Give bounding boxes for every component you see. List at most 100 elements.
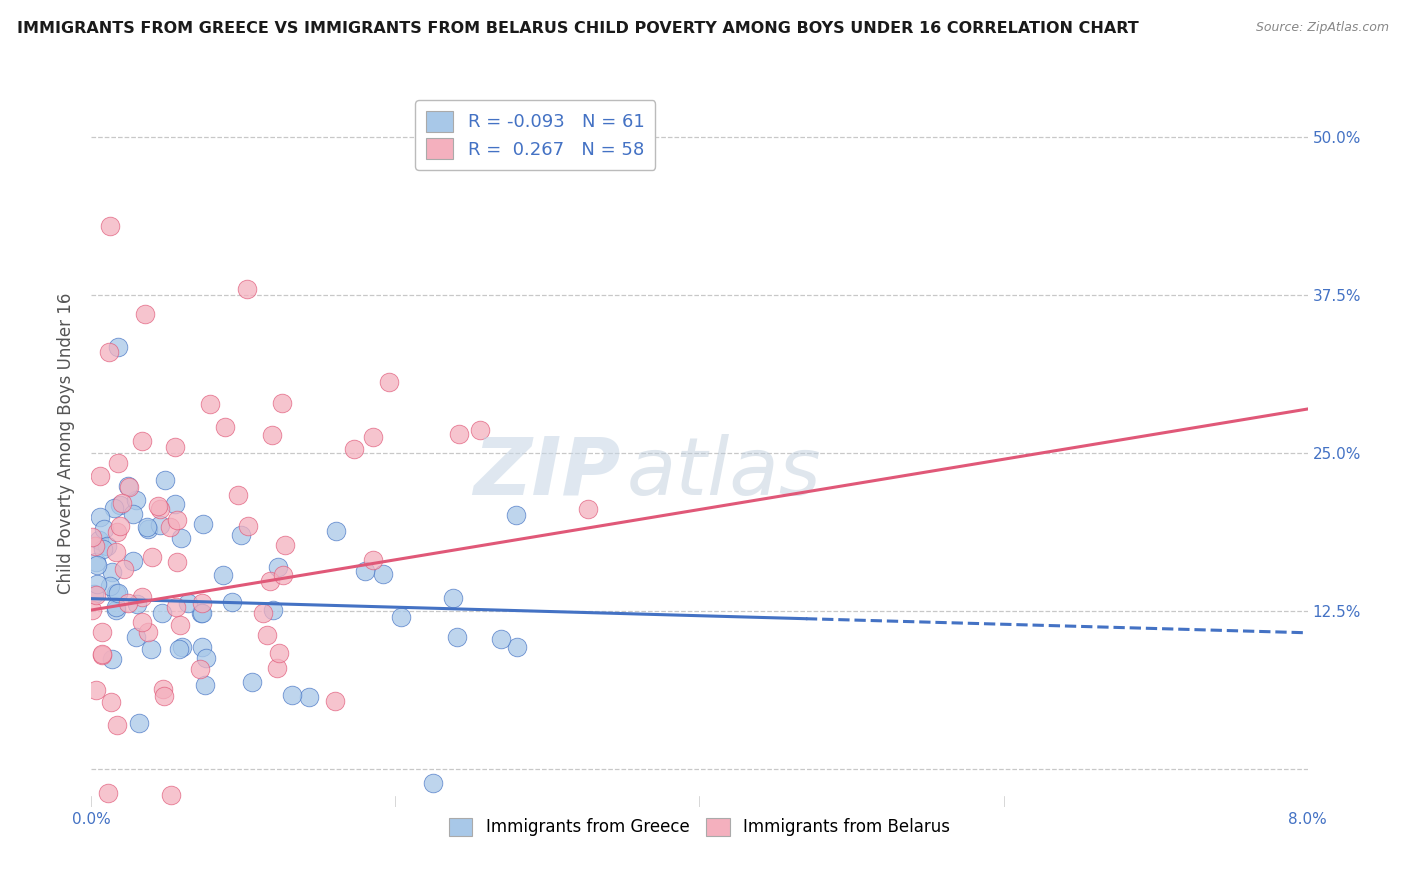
Point bbox=[361, 552, 384, 566]
Point bbox=[138, 522, 160, 536]
Point bbox=[195, 651, 218, 665]
Point bbox=[82, 603, 104, 617]
Point bbox=[422, 776, 444, 790]
Point bbox=[468, 423, 491, 437]
Point bbox=[152, 681, 174, 696]
Text: atlas: atlas bbox=[627, 434, 821, 512]
Point bbox=[266, 661, 288, 675]
Text: Source: ZipAtlas.com: Source: ZipAtlas.com bbox=[1256, 21, 1389, 34]
Point bbox=[84, 555, 107, 569]
Point bbox=[252, 606, 274, 620]
Point bbox=[149, 502, 172, 516]
Point bbox=[118, 480, 141, 494]
Point bbox=[96, 539, 118, 553]
Point bbox=[325, 524, 347, 539]
Point bbox=[141, 641, 163, 656]
Point bbox=[240, 675, 263, 690]
Point bbox=[378, 375, 401, 389]
Point bbox=[256, 628, 278, 642]
Point bbox=[100, 695, 122, 709]
Point bbox=[267, 559, 290, 574]
Point bbox=[100, 219, 122, 233]
Point bbox=[153, 689, 176, 703]
Point bbox=[105, 525, 128, 540]
Point bbox=[259, 574, 281, 588]
Point bbox=[163, 497, 186, 511]
Point bbox=[91, 648, 114, 662]
Point bbox=[117, 479, 139, 493]
Point bbox=[105, 599, 128, 614]
Point bbox=[262, 603, 284, 617]
Point bbox=[107, 457, 129, 471]
Point bbox=[260, 427, 283, 442]
Point bbox=[221, 595, 243, 609]
Point bbox=[505, 508, 527, 522]
Point bbox=[446, 631, 468, 645]
Point bbox=[83, 539, 105, 553]
Point bbox=[122, 508, 145, 522]
Point bbox=[107, 340, 129, 354]
Point bbox=[236, 282, 259, 296]
Point bbox=[323, 694, 346, 708]
Point bbox=[134, 307, 156, 321]
Point bbox=[149, 518, 172, 533]
Point bbox=[274, 538, 297, 552]
Point bbox=[163, 440, 186, 454]
Point bbox=[101, 652, 124, 666]
Point bbox=[80, 530, 103, 544]
Point bbox=[148, 500, 170, 514]
Point bbox=[128, 716, 150, 731]
Point bbox=[105, 602, 128, 616]
Point bbox=[141, 549, 163, 564]
Point bbox=[87, 533, 110, 547]
Point bbox=[212, 567, 235, 582]
Point bbox=[98, 579, 121, 593]
Point bbox=[159, 520, 181, 534]
Point bbox=[191, 607, 214, 621]
Text: IMMIGRANTS FROM GREECE VS IMMIGRANTS FROM BELARUS CHILD POVERTY AMONG BOYS UNDER: IMMIGRANTS FROM GREECE VS IMMIGRANTS FRO… bbox=[17, 21, 1139, 36]
Point bbox=[91, 647, 114, 661]
Point bbox=[231, 528, 253, 542]
Point bbox=[167, 641, 190, 656]
Point bbox=[131, 434, 153, 448]
Point bbox=[104, 586, 127, 600]
Point bbox=[86, 577, 108, 591]
Point bbox=[110, 498, 132, 512]
Point bbox=[101, 565, 124, 579]
Point bbox=[214, 419, 236, 434]
Point bbox=[176, 596, 198, 610]
Point bbox=[84, 588, 107, 602]
Point bbox=[89, 468, 111, 483]
Point bbox=[190, 596, 212, 610]
Point bbox=[271, 568, 294, 582]
Point bbox=[194, 678, 217, 692]
Point bbox=[166, 555, 188, 569]
Point bbox=[105, 718, 128, 732]
Point bbox=[112, 562, 135, 576]
Point bbox=[97, 786, 120, 800]
Point bbox=[166, 513, 188, 527]
Point bbox=[447, 426, 470, 441]
Point bbox=[131, 590, 153, 604]
Point bbox=[165, 600, 187, 615]
Point bbox=[124, 630, 146, 644]
Point bbox=[86, 558, 108, 573]
Point bbox=[170, 531, 193, 545]
Point bbox=[281, 688, 304, 702]
Point bbox=[193, 516, 215, 531]
Point bbox=[131, 615, 153, 629]
Point bbox=[159, 788, 181, 802]
Point bbox=[93, 522, 115, 536]
Point bbox=[169, 618, 191, 632]
Point bbox=[354, 564, 377, 578]
Point bbox=[506, 640, 529, 654]
Point bbox=[89, 510, 111, 524]
Point bbox=[155, 473, 177, 487]
Legend: Immigrants from Greece, Immigrants from Belarus: Immigrants from Greece, Immigrants from … bbox=[439, 807, 960, 847]
Point bbox=[103, 501, 125, 516]
Point bbox=[576, 502, 599, 516]
Point bbox=[271, 395, 294, 409]
Point bbox=[86, 683, 108, 698]
Point bbox=[226, 488, 249, 502]
Point bbox=[107, 586, 129, 600]
